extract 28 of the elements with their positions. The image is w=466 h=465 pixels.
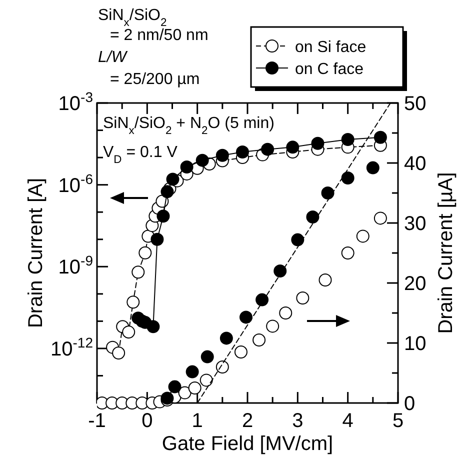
y-tick-label: 10$^{-3}$ [58,89,94,115]
y2-tick-label: 50 [404,93,426,115]
y2-tick-label: 10 [404,333,426,355]
text: = 2 nm/50 nm [110,27,208,44]
y2-tick-label: 40 [404,153,426,175]
y2-tick-label: 20 [404,273,426,295]
legend-label: on Si face [295,39,366,56]
y2-axis-title: Drain Current [µA] [435,172,457,334]
x-tick-label: 0 [142,410,153,432]
y-tick-label: 10$^{-9}$ [58,252,94,279]
x-axis-title: Gate Field [MV/cm] [162,433,334,455]
x-tick-label: 1 [192,410,203,432]
x-tick-label: 2 [242,410,254,432]
text: = 25/200 µm [110,71,200,88]
y2-tick-label: 0 [404,393,416,415]
annotation: V$_{D}$ = 0.1 V [103,144,178,166]
y-tick-label: 10$^{-6}$ [58,170,94,197]
text: L/W [98,49,128,66]
x-tick-label: 3 [292,410,304,432]
y-tick-label: 10$^{-12}$ [50,334,94,360]
x-tick-label: -1 [88,410,106,432]
x-tick-label: 4 [342,410,354,432]
y-axis-title: Drain Current [A] [25,178,47,328]
legend-label: on C face [295,61,364,78]
y2-tick-label: 30 [404,213,426,235]
x-tick-label: 5 [392,410,404,432]
text: SiN$_{x}$/SiO$_{2}$ [98,7,167,29]
annotation: SiN$_{x}$/SiO$_{2}$ + N$_{2}$O (5 min) [103,115,274,137]
